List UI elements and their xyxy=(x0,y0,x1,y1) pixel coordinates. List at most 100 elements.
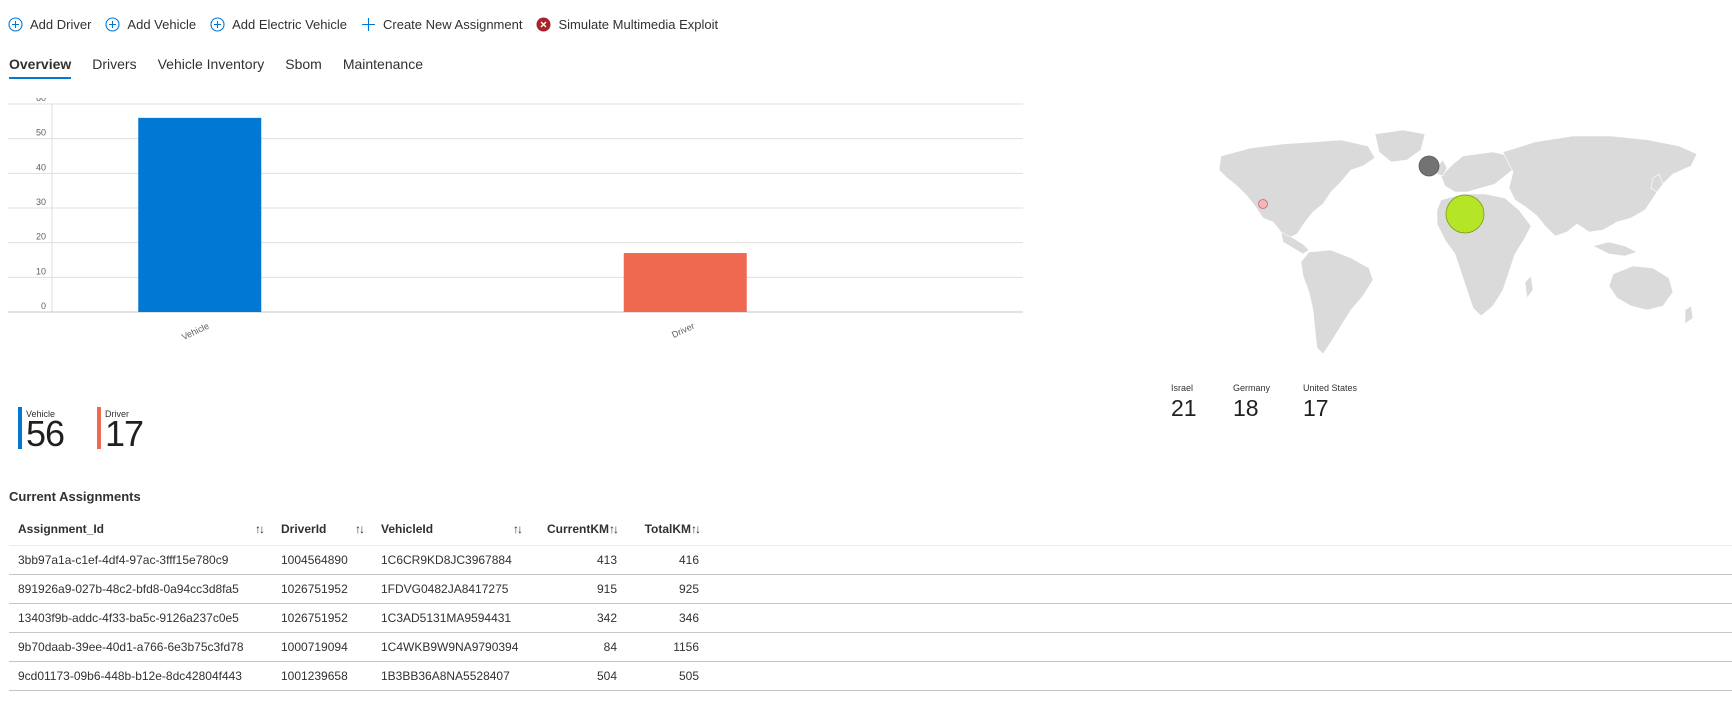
legend-color-bar xyxy=(18,407,22,449)
table-cell: 416 xyxy=(626,545,708,575)
japan-shape xyxy=(1650,173,1664,193)
bar-vehicle[interactable] xyxy=(138,117,262,312)
legend-color-bar xyxy=(97,407,101,449)
table-row[interactable]: 13403f9b-addc-4f33-ba5c-9126a237c0e5 1026… xyxy=(9,603,1732,633)
table-cell: 1156 xyxy=(626,632,708,662)
create-new-assignment-label: Create New Assignment xyxy=(383,16,523,32)
table-cell: 1FDVG0482JA8417275 xyxy=(372,574,530,604)
command-bar: Add Driver Add Vehicle Add Electric Vehi… xyxy=(8,13,732,35)
y-tick-label: 20 xyxy=(36,232,46,242)
map-stat-israel: Israel 21 xyxy=(1171,383,1197,422)
table-cell-spacer xyxy=(708,545,1732,575)
table-cell: 13403f9b-addc-4f33-ba5c-9126a237c0e5 xyxy=(9,603,272,633)
bubble-germany[interactable] xyxy=(1418,155,1440,177)
legend-value: 17 xyxy=(105,413,144,454)
madagascar-shape xyxy=(1524,275,1534,299)
error-circle-icon xyxy=(536,17,551,32)
table-header-row: Assignment_Id ↑↓ DriverId ↑↓ VehicleId ↑↓ C… xyxy=(9,513,1732,546)
uk-shape xyxy=(1436,159,1448,177)
x-tick-label: Driver xyxy=(670,321,696,340)
table-cell: 1C3AD5131MA9594431 xyxy=(372,603,530,633)
table-cell: 1000719094 xyxy=(272,632,372,662)
sort-icon[interactable]: ↑↓ xyxy=(691,522,701,536)
table-cell: 925 xyxy=(626,574,708,604)
add-electric-vehicle-label: Add Electric Vehicle xyxy=(232,16,347,32)
legend-label: Driver xyxy=(105,409,129,419)
add-driver-label: Add Driver xyxy=(30,16,92,32)
bar-driver[interactable] xyxy=(623,253,747,312)
map-stat-value: 18 xyxy=(1233,395,1259,421)
sort-icon[interactable]: ↑↓ xyxy=(513,522,523,536)
column-header-label: VehicleId xyxy=(381,522,434,536)
table-row[interactable]: 3bb97a1a-c1ef-4df4-97ac-3fff15e780c9 1004… xyxy=(9,545,1732,575)
tab-list: Overview Drivers Vehicle Inventory Sbom … xyxy=(9,56,444,79)
world-map[interactable] xyxy=(1163,126,1703,376)
south-america-shape xyxy=(1300,249,1374,355)
table-cell-spacer xyxy=(708,603,1732,633)
sort-icon[interactable]: ↑↓ xyxy=(355,522,365,536)
add-driver-button[interactable]: Add Driver xyxy=(8,17,91,32)
table-cell: 9cd01173-09b6-448b-b12e-8dc42804f443 xyxy=(9,661,272,691)
simulate-multimedia-exploit-button[interactable]: Simulate Multimedia Exploit xyxy=(536,17,718,32)
table-row[interactable]: 891926a9-027b-48c2-bfd8-0a94cc3d8fa5 1026… xyxy=(9,574,1732,604)
table-cell: 1001239658 xyxy=(272,661,372,691)
add-vehicle-button[interactable]: Add Vehicle xyxy=(105,17,196,32)
legend-item-driver: Driver 17 xyxy=(97,407,144,454)
map-stat-label: Germany xyxy=(1233,383,1271,393)
y-tick-label: 0 xyxy=(41,301,46,311)
map-stat-value: 17 xyxy=(1303,395,1329,421)
map-stat-united-states: United States 17 xyxy=(1303,383,1357,422)
tab-sbom[interactable]: Sbom xyxy=(285,56,322,72)
legend-label: Vehicle xyxy=(26,409,56,419)
column-header-total-km[interactable]: TotalKM ↑↓ xyxy=(626,513,708,546)
sort-icon[interactable]: ↑↓ xyxy=(609,522,619,536)
table-cell: 1004564890 xyxy=(272,545,372,575)
column-header-label: DriverId xyxy=(281,522,327,536)
table-cell: 84 xyxy=(530,632,626,662)
table-cell: 1026751952 xyxy=(272,603,372,633)
table-row[interactable]: 9cd01173-09b6-448b-b12e-8dc42804f443 1001… xyxy=(9,661,1732,691)
table-cell-spacer xyxy=(708,574,1732,604)
table-cell: 1C6CR9KD8JC3967884 xyxy=(372,545,530,575)
tab-drivers[interactable]: Drivers xyxy=(92,56,137,72)
table-cell: 915 xyxy=(530,574,626,604)
map-stat-label: United States xyxy=(1303,383,1358,393)
y-tick-label: 50 xyxy=(36,128,46,138)
bubble-israel[interactable] xyxy=(1445,194,1485,234)
circle-plus-icon xyxy=(210,16,225,32)
y-tick-label: 10 xyxy=(36,266,46,276)
legend-item-vehicle: Vehicle 56 xyxy=(18,407,65,454)
create-new-assignment-button[interactable]: Create New Assignment xyxy=(361,17,522,32)
table-cell: 346 xyxy=(626,603,708,633)
column-header-label: CurrentKM xyxy=(547,522,609,536)
australia-shape xyxy=(1608,265,1674,311)
x-tick-label: Vehicle xyxy=(180,321,211,342)
table-row[interactable]: 9b70daab-39ee-40d1-a766-6e3b75c3fd78 1000… xyxy=(9,632,1732,662)
bubble-united-states[interactable] xyxy=(1258,199,1268,209)
table-cell: 1C4WKB9W9NA9790394 xyxy=(372,632,530,662)
y-tick-label: 40 xyxy=(36,162,46,172)
column-header-assignment-id[interactable]: Assignment_Id ↑↓ xyxy=(9,513,272,546)
sort-icon[interactable]: ↑↓ xyxy=(255,522,265,536)
map-stat-germany: Germany 18 xyxy=(1233,383,1270,422)
tab-vehicle-inventory[interactable]: Vehicle Inventory xyxy=(157,56,265,72)
tab-maintenance[interactable]: Maintenance xyxy=(342,56,423,72)
add-vehicle-label: Add Vehicle xyxy=(127,16,197,32)
column-header-driver-id[interactable]: DriverId ↑↓ xyxy=(272,513,372,546)
table-cell: 342 xyxy=(530,603,626,633)
table-cell: 9b70daab-39ee-40d1-a766-6e3b75c3fd78 xyxy=(9,632,272,662)
greenland-shape xyxy=(1374,129,1426,163)
legend-value: 56 xyxy=(26,413,65,454)
column-header-vehicle-id[interactable]: VehicleId ↑↓ xyxy=(372,513,530,546)
add-electric-vehicle-button[interactable]: Add Electric Vehicle xyxy=(210,17,347,32)
column-header-label: Assignment_Id xyxy=(18,522,105,536)
column-header-current-km[interactable]: CurrentKM ↑↓ xyxy=(530,513,626,546)
column-header-label: TotalKM xyxy=(644,522,691,536)
plus-icon xyxy=(361,17,376,32)
assignments-table: Assignment_Id ↑↓ DriverId ↑↓ VehicleId ↑↓ C… xyxy=(9,513,1732,691)
map-stat-label: Israel xyxy=(1171,383,1194,393)
north-america-shape xyxy=(1218,139,1376,239)
central-america-shape xyxy=(1280,231,1310,255)
section-title: Current Assignments xyxy=(9,489,141,504)
tab-overview[interactable]: Overview xyxy=(9,56,72,79)
